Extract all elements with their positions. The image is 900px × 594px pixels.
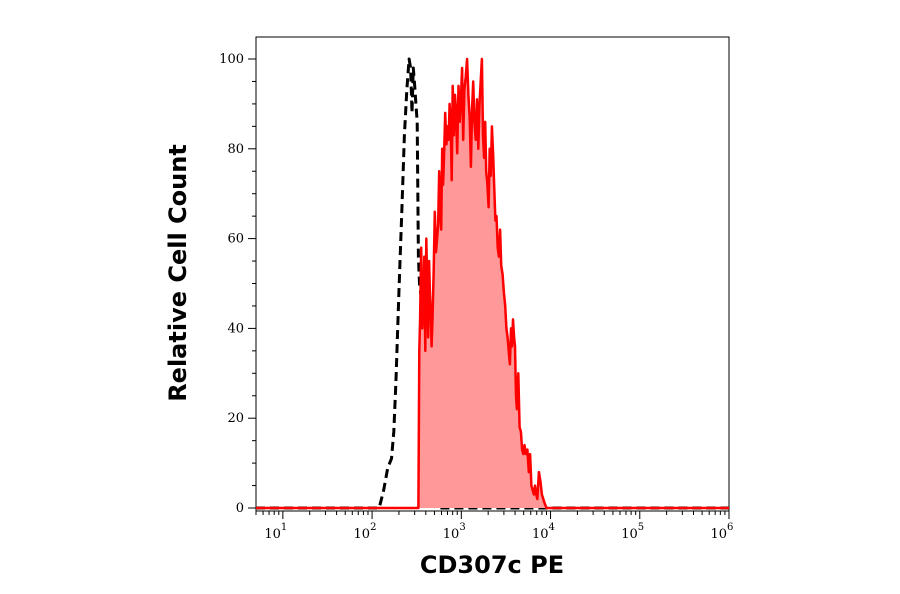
x-tick-exponent: 6 — [727, 522, 733, 533]
series-layer — [256, 57, 729, 510]
y-tick-label: 60 — [227, 232, 244, 247]
y-tick-label: 80 — [227, 142, 244, 157]
x-tick-label: 10 — [443, 527, 460, 542]
y-tick-label: 100 — [219, 52, 244, 67]
series-0-line — [256, 57, 729, 510]
x-tick-exponent: 1 — [281, 522, 287, 533]
x-tick-exponent: 2 — [370, 522, 376, 533]
x-tick-exponent: 3 — [459, 522, 465, 533]
x-tick-label: 10 — [354, 527, 371, 542]
x-axis: 10 1 10 2 10 3 10 4 10 5 10 6 — [255, 511, 733, 542]
x-tick-label: 10 — [621, 527, 638, 542]
x-axis-title: CD307c PE — [420, 551, 564, 579]
y-axis: 0 20 40 60 80 100 — [219, 52, 256, 516]
x-tick-exponent: 4 — [549, 522, 555, 533]
x-tick-label: 10 — [710, 527, 727, 542]
y-tick-label: 40 — [227, 321, 244, 336]
x-tick-label: 10 — [264, 527, 281, 542]
series-1-fill — [256, 59, 729, 508]
series-1-line — [256, 57, 729, 510]
x-tick-exponent: 5 — [638, 522, 644, 533]
y-axis-title: Relative Cell Count — [164, 144, 192, 402]
y-tick-label: 20 — [227, 411, 244, 426]
y-tick-label: 0 — [236, 501, 244, 516]
x-tick-label: 10 — [532, 527, 549, 542]
